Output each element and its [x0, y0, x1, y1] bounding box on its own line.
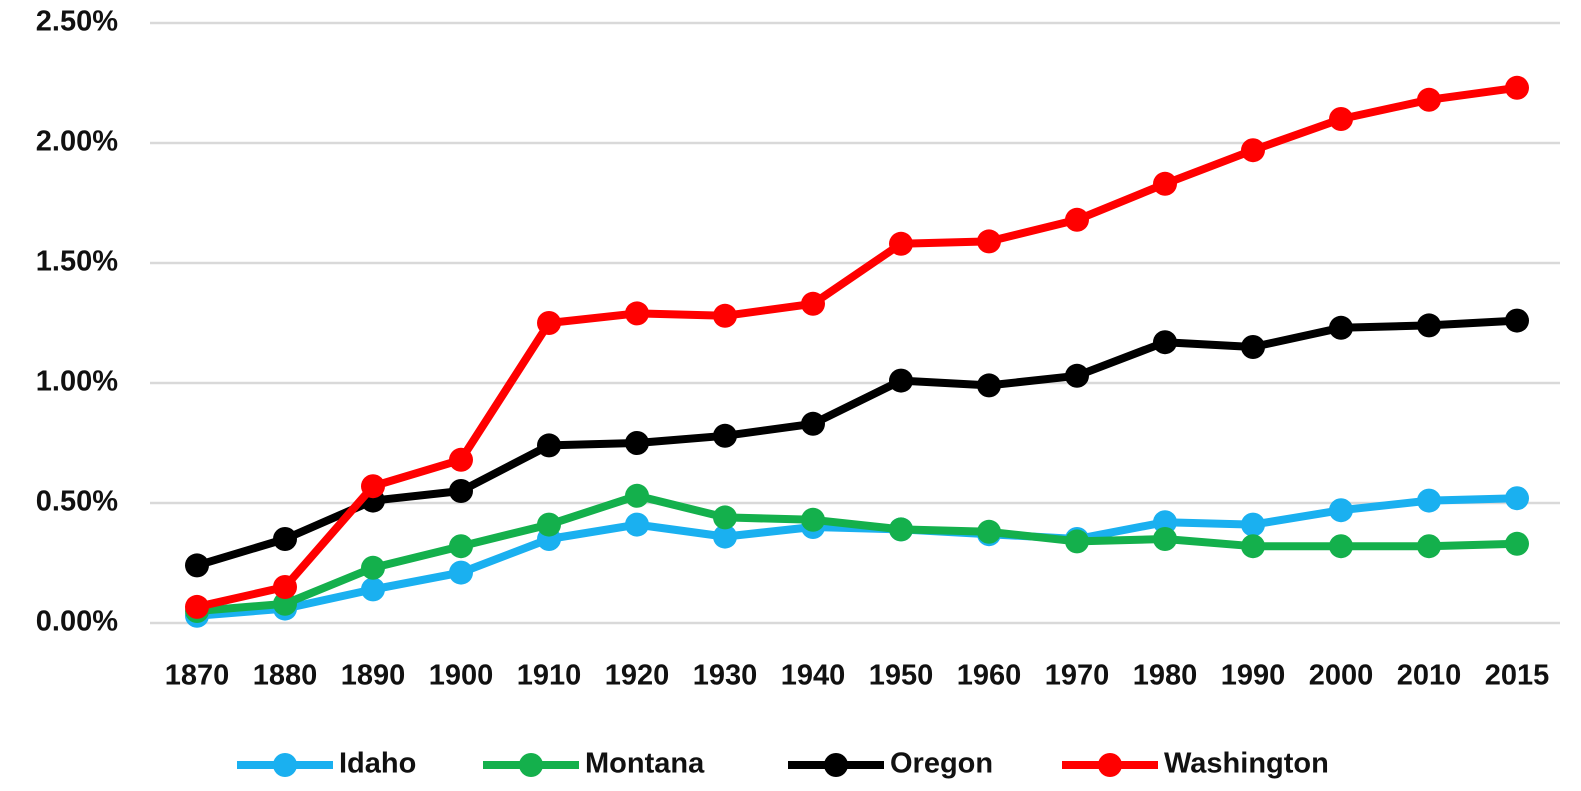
data-point: [1329, 534, 1353, 559]
data-point: [1241, 534, 1265, 559]
data-point: [1505, 308, 1529, 333]
x-tick-label: 1990: [1221, 660, 1286, 692]
data-point: [713, 524, 737, 549]
legend-marker: [824, 753, 848, 777]
data-point: [1065, 207, 1089, 232]
data-point: [1153, 171, 1177, 196]
data-point: [1241, 138, 1265, 163]
data-point: [537, 311, 561, 335]
data-point: [537, 512, 561, 537]
x-tick-label: 1980: [1133, 660, 1198, 692]
data-point: [361, 555, 385, 580]
y-tick-label: 0.00%: [36, 606, 118, 638]
legend-label: Montana: [585, 748, 705, 780]
data-point: [625, 512, 649, 537]
data-point: [889, 231, 913, 256]
legend-marker: [1098, 753, 1122, 777]
data-point: [713, 303, 737, 328]
legend-label: Idaho: [339, 748, 416, 780]
x-tick-label: 1950: [869, 660, 934, 692]
x-tick-label: 2015: [1485, 660, 1550, 692]
data-point: [977, 373, 1001, 398]
data-point: [273, 575, 297, 599]
data-point: [977, 229, 1001, 254]
data-point: [625, 301, 649, 326]
data-point: [1417, 488, 1441, 513]
data-point: [537, 433, 561, 458]
data-point: [889, 517, 913, 542]
data-point: [361, 474, 385, 499]
data-point: [1505, 486, 1529, 511]
data-point: [625, 431, 649, 455]
data-point: [801, 507, 825, 532]
y-tick-label: 1.50%: [36, 246, 118, 278]
data-point: [1505, 531, 1529, 556]
x-tick-label: 1910: [517, 660, 582, 692]
y-tick-label: 2.00%: [36, 126, 118, 158]
data-point: [1241, 335, 1265, 359]
data-point: [449, 479, 473, 503]
x-tick-label: 1890: [341, 660, 406, 692]
y-tick-label: 0.50%: [36, 486, 118, 518]
y-tick-label: 2.50%: [36, 6, 118, 38]
data-point: [1329, 107, 1353, 131]
y-tick-label: 1.00%: [36, 366, 118, 398]
series-line: [195, 316, 1518, 570]
data-point: [1241, 512, 1265, 537]
data-point: [625, 483, 649, 508]
data-point: [185, 553, 209, 578]
data-point: [1329, 498, 1353, 523]
data-point: [1065, 529, 1089, 554]
x-tick-label: 2000: [1309, 660, 1374, 692]
legend-label: Oregon: [890, 748, 993, 780]
x-tick-label: 1870: [165, 660, 230, 692]
legend-marker: [519, 753, 543, 777]
data-point: [1417, 534, 1441, 559]
series-line: [196, 83, 1518, 611]
data-point: [1417, 87, 1441, 112]
data-point: [801, 411, 825, 436]
data-point: [801, 291, 825, 316]
x-tick-label: 1880: [253, 660, 318, 692]
data-point: [1505, 75, 1529, 100]
data-point: [273, 527, 297, 551]
data-point: [1417, 313, 1441, 338]
data-point: [449, 447, 473, 472]
x-tick-label: 1960: [957, 660, 1022, 692]
series-line: [196, 491, 1518, 615]
x-tick-label: 1940: [781, 660, 846, 692]
series-line: [196, 494, 1518, 620]
data-point: [713, 423, 737, 448]
legend-marker: [273, 753, 297, 777]
data-point: [1153, 330, 1177, 355]
x-tick-label: 1930: [693, 660, 758, 692]
data-point: [449, 560, 473, 585]
data-point: [1065, 363, 1089, 388]
data-point: [713, 505, 737, 530]
x-tick-label: 1920: [605, 660, 670, 692]
data-point: [1153, 510, 1177, 535]
data-point: [185, 594, 209, 619]
data-point: [1329, 315, 1353, 340]
data-point: [361, 577, 385, 602]
x-tick-label: 1900: [429, 660, 494, 692]
legend-label: Washington: [1164, 748, 1329, 780]
data-point: [449, 534, 473, 559]
data-point: [977, 519, 1001, 544]
data-point: [1153, 527, 1177, 551]
data-point: [889, 368, 913, 393]
data-point: [273, 591, 297, 616]
x-tick-label: 2010: [1397, 660, 1462, 692]
x-tick-label: 1970: [1045, 660, 1110, 692]
